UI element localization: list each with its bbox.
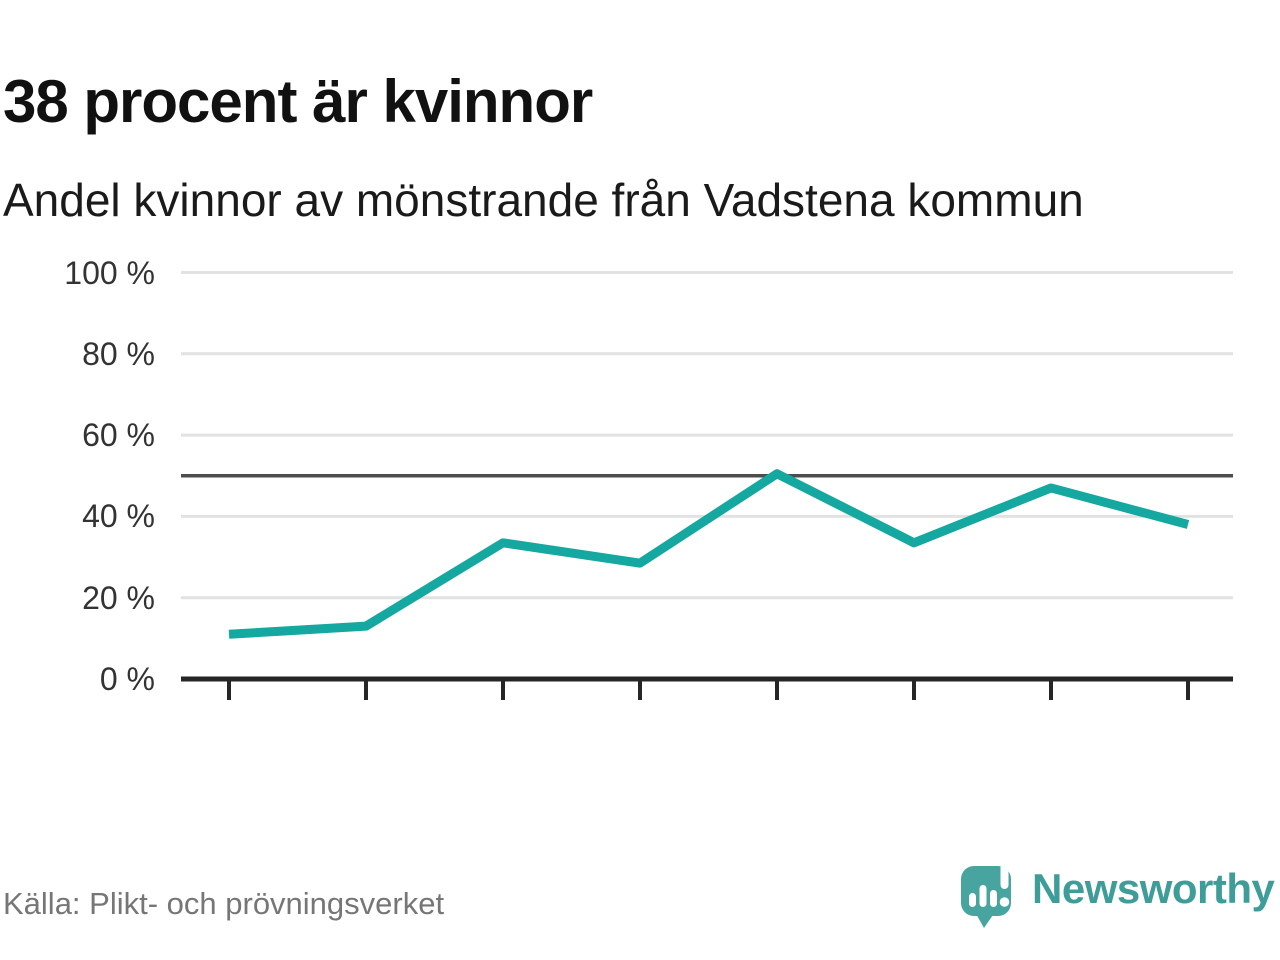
source-note: Källa: Plikt- och prövningsverket <box>3 886 445 921</box>
line-chart: 0 %20 %40 %60 %80 %100 % 201820192020202… <box>0 250 1280 960</box>
y-axis-label: 100 % <box>64 254 155 291</box>
chart-subtitle: Andel kvinnor av mönstrande från Vadsten… <box>3 174 1084 226</box>
newsworthy-logo: Newsworthy <box>958 856 1278 932</box>
x-axis-label: 2022 <box>709 954 845 960</box>
newsworthy-logo-icon <box>961 860 1011 928</box>
y-axis-label: 60 % <box>82 417 155 454</box>
data-line-andel-kvinnor <box>228 469 1190 639</box>
x-axis-label: 2024 <box>983 954 1119 960</box>
logo-bar-medium <box>990 890 997 907</box>
x-axis-label: 2025 <box>1120 954 1256 960</box>
x-axis-label: 2023 <box>846 954 982 960</box>
x-axis-label: 2021 <box>572 954 708 960</box>
logo-bar-tall <box>979 885 987 907</box>
chart-title: 38 procent är kvinnor <box>3 68 593 136</box>
x-axis-label: 2019 <box>298 954 434 960</box>
logo-exclamation-bar <box>1000 860 1009 889</box>
logo-exclamation-dot <box>999 897 1010 907</box>
brand-name: Newsworthy <box>1032 865 1275 912</box>
y-axis-label: 40 % <box>82 498 155 535</box>
y-axis-label: 0 % <box>99 661 155 697</box>
x-axis-label: 2018 <box>161 954 297 960</box>
y-axis-label: 80 % <box>82 335 155 372</box>
x-axis-label: 2020 <box>435 954 571 960</box>
logo-bubble-tail <box>975 912 995 928</box>
logo-bar-short <box>969 893 976 907</box>
y-axis-label: 20 % <box>82 579 155 616</box>
plot-area <box>181 271 1233 700</box>
